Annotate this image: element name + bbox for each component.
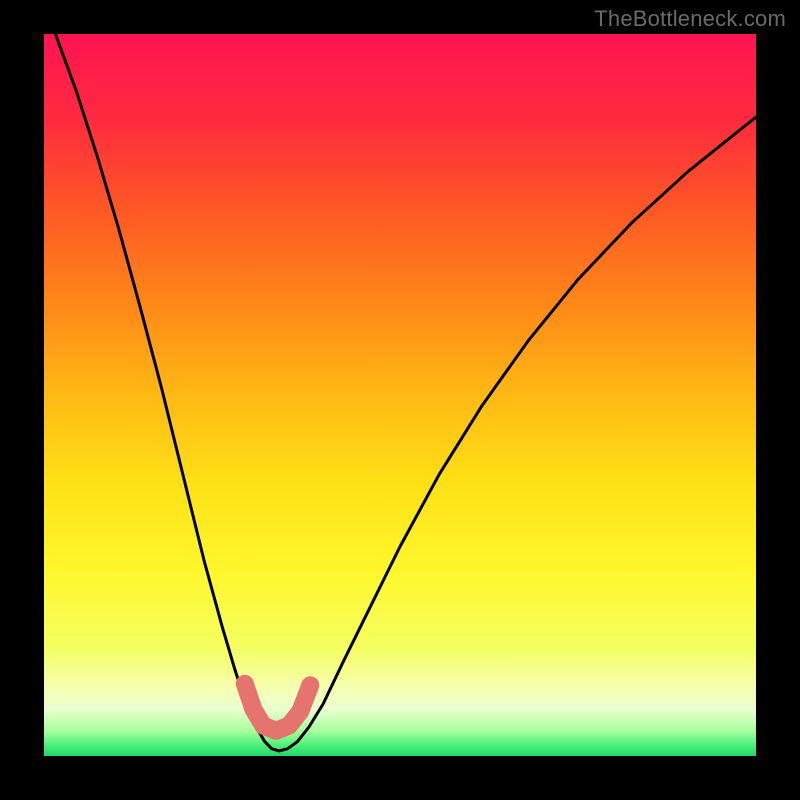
valley-u-marker xyxy=(44,34,756,756)
watermark-text: TheBottleneck.com xyxy=(594,6,786,32)
plot-area xyxy=(44,34,756,756)
